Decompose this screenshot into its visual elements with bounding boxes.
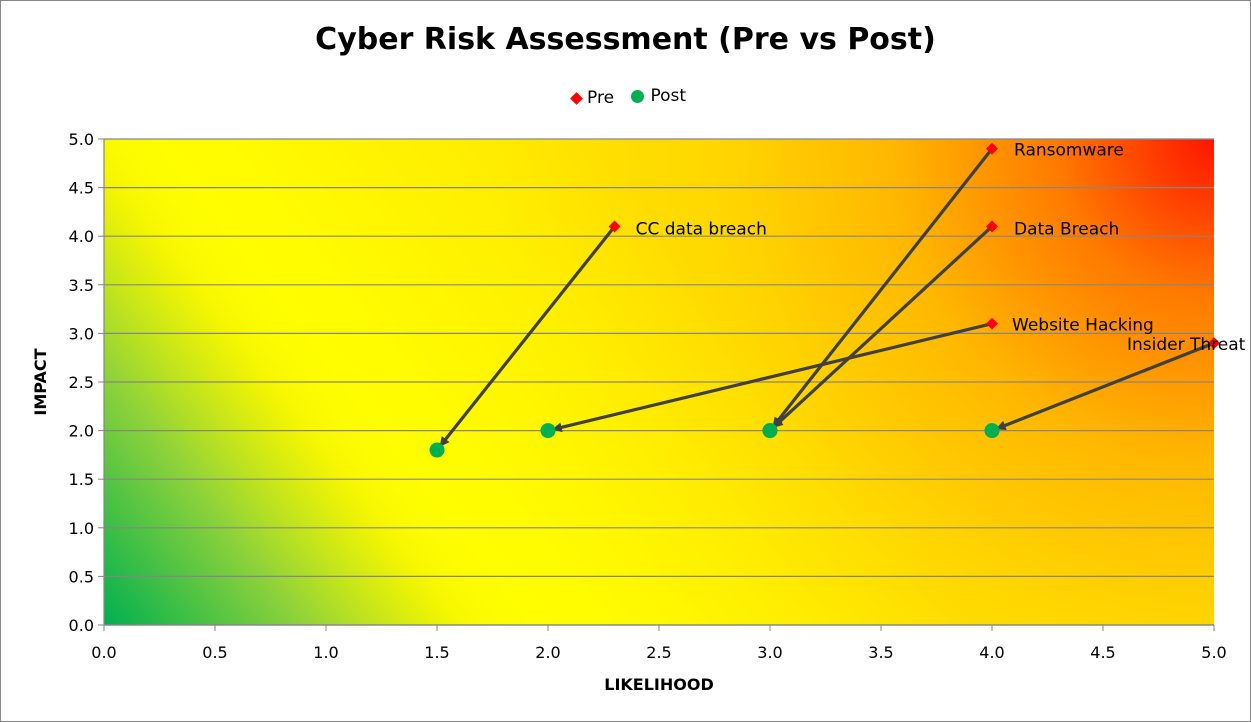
- x-tick-label: 3.5: [868, 643, 893, 662]
- axes: 0.0 0.5 1.0 1.5 2.0 2.5 3.0 3.5 4.0 4.5 5.0 0.0 0.5 1…: [69, 130, 1227, 662]
- x-tick-label: 0.0: [91, 643, 116, 662]
- arrow: [772, 225, 994, 428]
- y-tick-label: 1.0: [69, 519, 94, 538]
- post-point: [429, 442, 445, 458]
- y-tick-label: 3.5: [69, 276, 94, 295]
- circle-marker-icon: [631, 89, 645, 103]
- x-tick-label: 1.5: [424, 643, 449, 662]
- y-tick-label: 0.0: [69, 616, 94, 635]
- chart-title: Cyber Risk Assessment (Pre vs Post): [315, 22, 936, 57]
- legend-label-pre: Pre: [587, 88, 615, 108]
- x-tick-label: 1.0: [313, 643, 338, 662]
- x-tick-label: 3.0: [757, 643, 782, 662]
- x-axis-title: LIKELIHOOD: [604, 675, 714, 694]
- x-tick-label: 2.0: [535, 643, 560, 662]
- arrow: [772, 147, 994, 428]
- arrow: [551, 322, 993, 433]
- y-tick-label: 1.5: [69, 470, 94, 489]
- x-tick-label: 4.5: [1090, 643, 1115, 662]
- point-label: CC data breach: [636, 219, 767, 239]
- arrows: [439, 147, 1215, 447]
- legend-item-post: Post: [631, 86, 686, 106]
- x-tick-label: 0.5: [202, 643, 227, 662]
- pre-point: [986, 142, 998, 155]
- y-axis-title: IMPACT: [31, 348, 50, 415]
- y-tick-label: 2.0: [69, 422, 94, 441]
- x-tick-label: 4.0: [979, 643, 1004, 662]
- post-point: [540, 423, 556, 439]
- y-tick-label: 0.5: [69, 567, 94, 586]
- legend-item-pre: Pre: [570, 88, 615, 108]
- point-label: Data Breach: [1014, 219, 1119, 239]
- pre-point: [986, 220, 998, 233]
- legend: Pre Post: [570, 86, 698, 108]
- pre-point: [986, 317, 998, 330]
- point-labels: Ransomware CC data breach Data Breach Websi…: [636, 141, 1246, 355]
- arrow: [439, 225, 616, 447]
- x-tick-label: 5.0: [1201, 643, 1226, 662]
- point-label: Insider Threat: [1127, 335, 1246, 355]
- arrow: [995, 341, 1215, 431]
- points: [429, 142, 1220, 458]
- x-tick-label: 2.5: [646, 643, 671, 662]
- pre-point: [1208, 337, 1220, 350]
- point-label: Ransomware: [1014, 141, 1124, 161]
- y-tick-label: 4.0: [69, 227, 94, 246]
- y-tick-label: 5.0: [69, 130, 94, 149]
- post-point: [984, 423, 1000, 439]
- point-label: Website Hacking: [1012, 316, 1154, 336]
- y-tick-label: 3.0: [69, 324, 94, 343]
- legend-label-post: Post: [650, 86, 687, 106]
- post-point: [762, 423, 778, 439]
- y-tick-label: 2.5: [69, 373, 94, 392]
- pre-point: [608, 220, 621, 233]
- y-tick-label: 4.5: [69, 179, 94, 198]
